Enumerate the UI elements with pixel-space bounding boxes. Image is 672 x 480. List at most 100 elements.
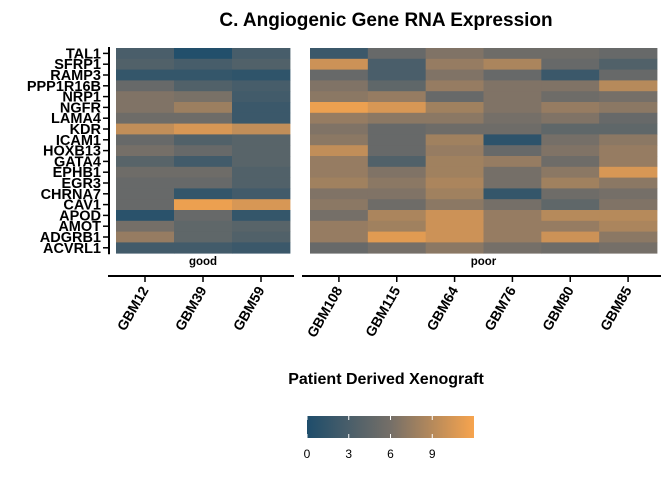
heatmap-cell [232,210,291,222]
heatmap-cell [541,199,600,211]
heatmap-cell [541,242,600,254]
heatmap-cell [116,188,175,200]
heatmap-cell [116,58,175,70]
chart-title: C. Angiogenic Gene RNA Expression [219,10,552,31]
heatmap-cell [232,166,291,178]
heatmap-cell [232,242,291,254]
heatmap-cell [425,156,484,168]
x-tick-label: GBM12 [114,283,152,333]
heatmap-cell [232,48,291,60]
heatmap-cell [483,48,542,60]
x-tick-label: GBM80 [539,283,577,333]
heatmap-cell [116,112,175,124]
heatmap-cell [541,102,600,114]
heatmap-cell [310,188,369,200]
heatmap-cell [425,80,484,92]
heatmap-cell [174,112,233,124]
heatmap-cell [310,58,369,70]
legend-tick-label: 6 [387,447,394,461]
heatmap-cell [425,91,484,103]
heatmap-cell [116,134,175,146]
heatmap-cell [232,199,291,211]
heatmap-cell [310,80,369,92]
color-legend: 0 3 6 9 [304,416,474,461]
heatmap-cell [483,156,542,168]
gene-label: APOD [59,208,101,224]
heatmap-cell [541,166,600,178]
heatmap-cell [116,231,175,243]
heatmap-cell [310,134,369,146]
heatmap-cell [425,134,484,146]
heatmap-cell [116,242,175,254]
heatmap-cell [599,80,658,92]
x-axis-label: Patient Derived Xenograft [288,371,484,388]
heatmap-cell [367,123,427,135]
gene-label: SFRP1 [54,57,101,73]
panel-good: good [116,48,291,268]
heatmap-cell [483,210,542,222]
heatmap-cell [367,48,427,60]
heatmap-cell [174,188,233,200]
heatmap-cell [310,48,369,60]
gene-label: AMOT [58,219,101,235]
heatmap-cell [541,123,600,135]
heatmap-cell [310,156,369,168]
heatmap-cell [599,134,658,146]
heatmap-cell [310,231,369,243]
heatmap-cell [367,80,427,92]
heatmap-cell [116,80,175,92]
heatmap-cell [367,156,427,168]
heatmap-cell [599,102,658,114]
x-tick-label: GBM64 [423,283,461,333]
heatmap-cell [425,188,484,200]
heatmap-cell [483,112,542,124]
heatmap-cell [174,156,233,168]
x-tick-label: GBM59 [230,283,268,333]
heatmap-cell [310,123,369,135]
gene-label: RAMP3 [50,68,101,84]
heatmap-cell [174,80,233,92]
heatmap-cell [599,242,658,254]
heatmap-cell [541,80,600,92]
heatmap-cell [425,231,484,243]
heatmap-cell [174,48,233,60]
heatmap-cell [174,91,233,103]
heatmap-cell [367,166,427,178]
heatmap-panels: good poor [116,48,658,268]
heatmap-cell [367,177,427,189]
heatmap-cell [116,156,175,168]
heatmap-cell [599,231,658,243]
heatmap-cell [232,220,291,232]
heatmap-cell [599,220,658,232]
heatmap-cell [483,188,542,200]
heatmap-cell [367,58,427,70]
heatmap-cell [367,220,427,232]
heatmap-cell [310,177,369,189]
heatmap-cell [599,123,658,135]
heatmap-cell [483,69,542,81]
panel-poor: poor [310,48,658,268]
x-axis: GBM12 GBM39 GBM59 GBM108 GBM115 GBM64 GBM76 GBM… [108,275,661,340]
heatmap-cell [425,69,484,81]
heatmap-cell [425,220,484,232]
gene-label: ADGRB1 [40,230,101,246]
heatmap-cell [367,242,427,254]
heatmap-cell [116,102,175,114]
gene-label: EPHB1 [53,165,101,181]
panel-label-good: good [189,256,217,268]
heatmap-cell [232,91,291,103]
heatmap-cell [310,91,369,103]
heatmap-cell [116,69,175,81]
gene-label: TAL1 [66,46,101,62]
panel-label-poor: poor [471,256,497,268]
heatmap-cell [483,166,542,178]
gene-label: KDR [70,122,102,138]
gene-label: NGFR [60,100,102,116]
heatmap-cell [367,112,427,124]
heatmap-cell [599,48,658,60]
x-tick-label: GBM76 [481,283,519,333]
gene-label: CHRNA7 [41,187,101,203]
heatmap-cell [116,145,175,157]
gene-label: GATA4 [54,154,101,170]
heatmap-cell [541,210,600,222]
